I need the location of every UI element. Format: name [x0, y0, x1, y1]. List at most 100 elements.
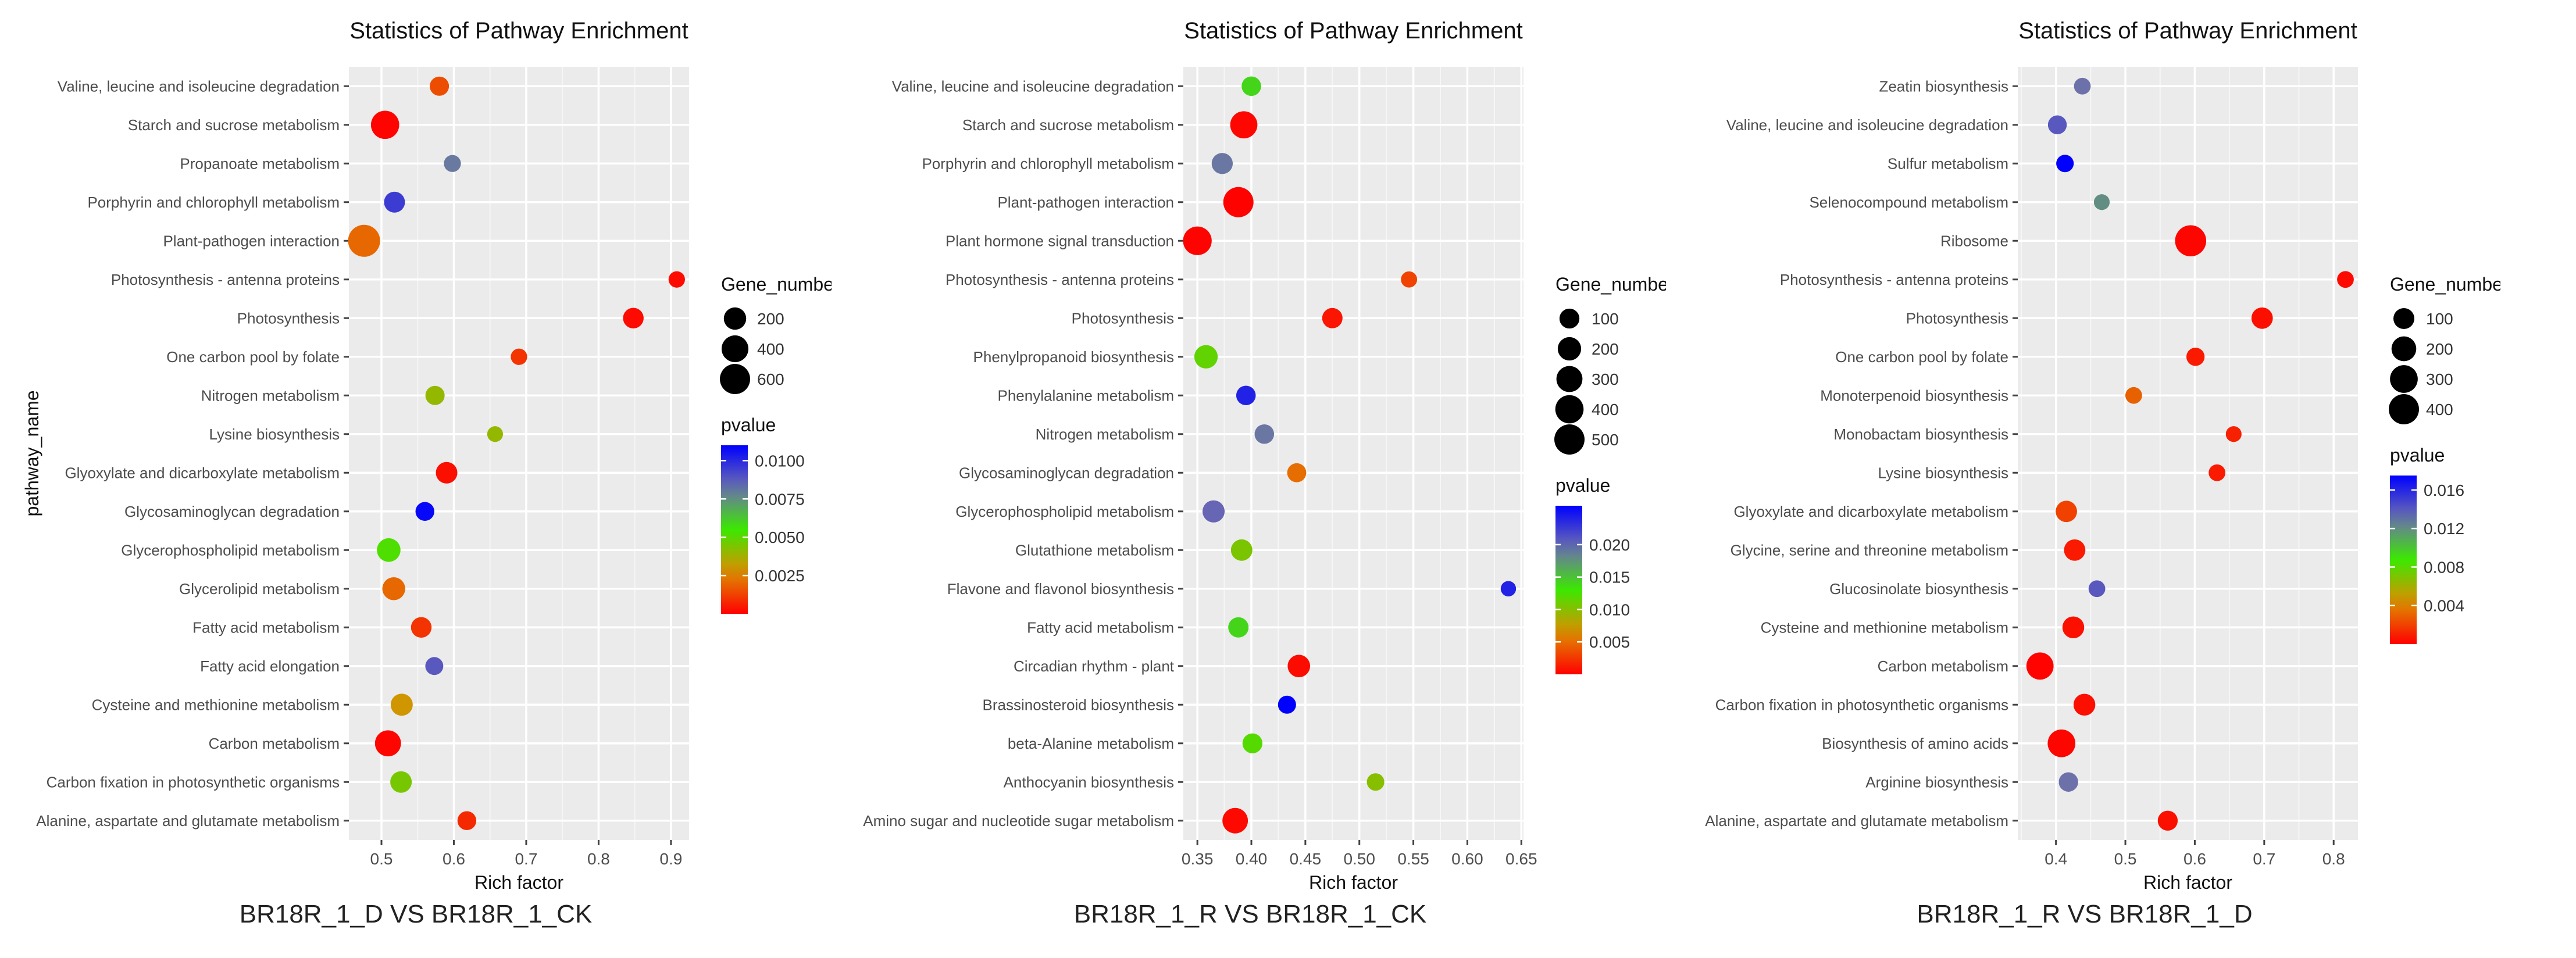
chart-title: Statistics of Pathway Enrichment: [2018, 18, 2357, 44]
x-tick-label: 0.6: [443, 850, 465, 868]
data-point: [2064, 539, 2086, 561]
size-legend-label: 400: [1592, 401, 1619, 419]
x-tick-label: 0.65: [1505, 850, 1537, 868]
enrichment-plot-3: Statistics of Pathway Enrichment 0.4 0.5 0.…: [1705, 18, 2500, 893]
size-legend-key: [2393, 308, 2414, 329]
data-point: [1500, 581, 1517, 596]
pathway-label: Glycerolipid metabolism: [179, 580, 340, 598]
data-point: [1287, 463, 1307, 482]
x-tick-label: 0.60: [1451, 850, 1483, 868]
x-tick-label: 0.8: [2322, 850, 2345, 868]
pathway-label: Plant hormone signal transduction: [946, 232, 1174, 249]
data-point: [382, 577, 405, 600]
data-point: [390, 694, 413, 716]
colorbar-label: 0.0075: [755, 490, 805, 508]
pathway-label: Arginine biosynthesis: [1865, 773, 2008, 791]
plot-background: [2018, 67, 2358, 840]
pathway-label: Porphyrin and chlorophyll metabolism: [87, 194, 340, 211]
size-legend-key: [721, 335, 749, 363]
data-point: [487, 426, 504, 442]
data-point: [2026, 652, 2054, 680]
data-point: [1242, 733, 1263, 753]
x-tick-label: 0.7: [2253, 850, 2275, 868]
pathway-label: Monoterpenoid biosynthesis: [1820, 387, 2008, 404]
data-point: [2225, 426, 2242, 442]
x-tick-label: 0.35: [1182, 850, 1214, 868]
pathway-label: Starch and sucrose metabolism: [128, 116, 340, 134]
colorbar-label: 0.008: [2424, 558, 2464, 576]
pathway-label: Sulfur metabolism: [1888, 155, 2008, 172]
color-legend-title: pvalue: [721, 414, 776, 435]
colorbar-label: 0.0050: [755, 528, 805, 546]
x-tick-label: 0.7: [515, 850, 537, 868]
plot-background: [1183, 67, 1524, 840]
size-legend-key: [2389, 394, 2419, 424]
x-tick-label: 0.40: [1236, 850, 1268, 868]
data-point: [1401, 271, 1418, 288]
colorbar-label: 0.016: [2424, 481, 2464, 499]
pathway-label: One carbon pool by folate: [1835, 348, 2008, 366]
pathway-label: Alanine, aspartate and glutamate metabol…: [36, 812, 340, 830]
pvalue-colorbar: [2390, 476, 2417, 644]
pathway-label: Flavone and flavonol biosynthesis: [947, 580, 1174, 598]
size-legend-key: [2391, 336, 2417, 362]
data-point: [511, 348, 527, 365]
colorbar-label: 0.010: [1589, 600, 1630, 619]
chart-panel-2: Statistics of Pathway Enrichment 0.35 0.40…: [834, 0, 1666, 958]
pathway-label: Amino sugar and nucleotide sugar metabol…: [863, 812, 1174, 830]
data-point: [1278, 695, 1296, 714]
data-point: [1194, 345, 1218, 369]
colorbar-label: 0.0025: [755, 567, 805, 585]
data-point: [1228, 617, 1249, 638]
pathway-label: Phenylalanine metabolism: [997, 387, 1174, 404]
data-point: [1222, 807, 1248, 834]
x-axis-title: Rich factor: [2143, 872, 2232, 893]
pathway-label: Circadian rhythm - plant: [1014, 657, 1175, 675]
chart-panel-3: Statistics of Pathway Enrichment 0.4 0.5 0.…: [1669, 0, 2500, 958]
pathway-label: Plant-pathogen interaction: [997, 194, 1174, 211]
pathway-label: One carbon pool by folate: [166, 348, 340, 366]
size-legend-title: Gene_number: [1555, 274, 1666, 295]
x-tick-label: 0.4: [2045, 850, 2067, 868]
data-point: [377, 538, 401, 562]
pathway-label: Fatty acid metabolism: [192, 619, 340, 636]
pathway-label: Anthocyanin biosynthesis: [1004, 773, 1174, 791]
colorbar-label: 0.012: [2424, 520, 2464, 538]
pathway-label: Nitrogen metabolism: [1036, 426, 1174, 443]
data-point: [2056, 501, 2077, 523]
size-legend-label: 200: [2426, 340, 2453, 358]
size-legend-title: Gene_number: [2390, 274, 2500, 295]
chart-title: Statistics of Pathway Enrichment: [349, 18, 688, 44]
enrichment-plot-1: Statistics of Pathway Enrichment 0.5 0.6 0.…: [22, 18, 832, 893]
chart-title: Statistics of Pathway Enrichment: [1184, 18, 1522, 44]
pathway-label: Fatty acid elongation: [200, 657, 340, 675]
data-point: [374, 730, 401, 757]
data-point: [1367, 773, 1385, 791]
color-legend-title: pvalue: [1555, 475, 1610, 496]
pathway-label: Ribosome: [1940, 232, 2008, 249]
x-tick-label: 0.55: [1397, 850, 1429, 868]
data-point: [2074, 77, 2091, 95]
data-point: [2047, 115, 2067, 134]
pathway-label: Brassinosteroid biosynthesis: [983, 696, 1175, 713]
size-legend-label: 500: [1592, 431, 1619, 449]
pathway-label: Selenocompound metabolism: [1809, 194, 2008, 211]
x-tick-label: 0.6: [2183, 850, 2206, 868]
colorbar-label: 0.020: [1589, 536, 1630, 554]
data-point: [425, 657, 444, 675]
data-point: [1254, 424, 1275, 444]
colorbar-label: 0.015: [1589, 569, 1630, 587]
size-legend-key: [2390, 365, 2418, 393]
data-point: [623, 308, 644, 328]
x-tick-label: 0.5: [2114, 850, 2137, 868]
size-legend-label: 300: [1592, 370, 1619, 388]
data-point: [2056, 155, 2074, 173]
pathway-label: Nitrogen metabolism: [201, 387, 340, 404]
data-point: [1202, 500, 1225, 523]
pathway-label: Glycosaminoglycan degradation: [124, 503, 340, 520]
data-point: [444, 155, 461, 172]
size-legend-key: [1559, 308, 1580, 329]
size-legend-label: 100: [1592, 310, 1619, 328]
pathway-label: Starch and sucrose metabolism: [962, 116, 1174, 134]
size-legend-label: 600: [757, 370, 784, 388]
